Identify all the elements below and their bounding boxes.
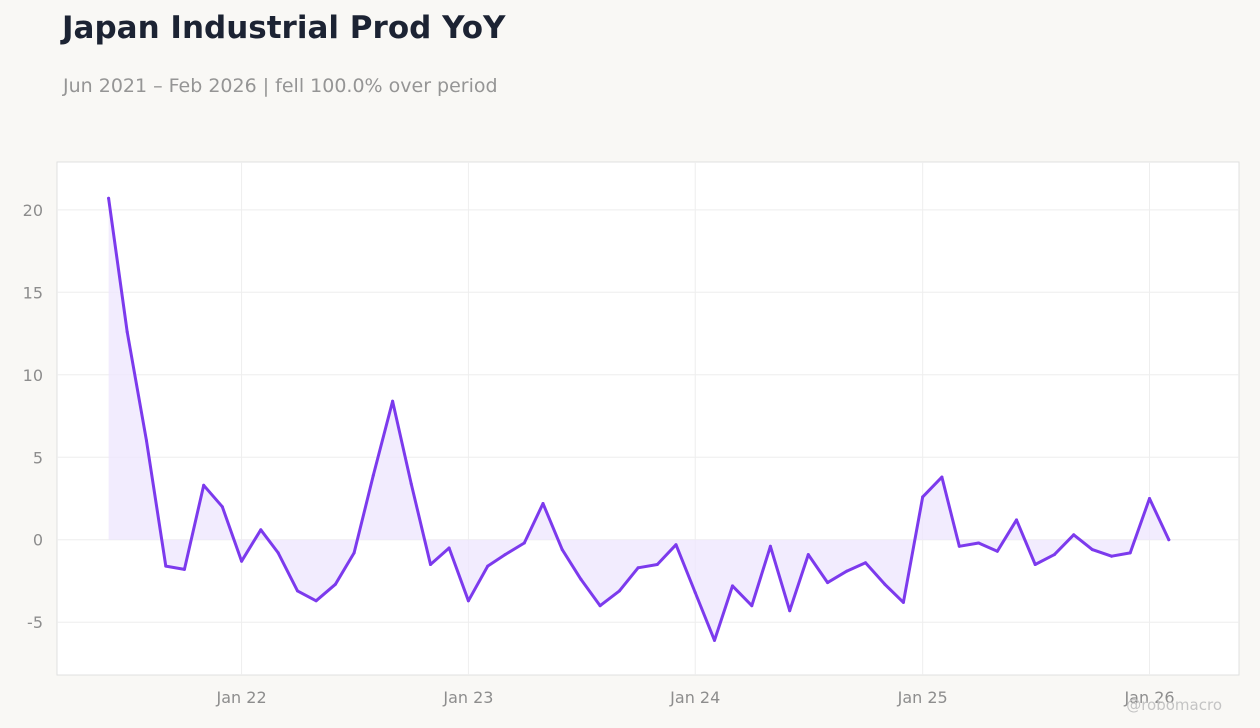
data-point: [107, 196, 111, 200]
data-point: [352, 551, 356, 555]
data-point: [1167, 538, 1171, 542]
data-point: [220, 505, 224, 509]
data-point: [560, 548, 564, 552]
x-tick-label: Jan 24: [669, 688, 720, 707]
data-point: [202, 483, 206, 487]
data-points: [107, 196, 1171, 642]
data-point: [883, 582, 887, 586]
data-point: [541, 502, 545, 505]
chart-title: Japan Industrial Prod YoY: [62, 10, 506, 46]
x-tick-label: Jan 25: [897, 688, 948, 707]
watermark: @robomacro: [1126, 696, 1222, 714]
data-point: [503, 553, 507, 557]
data-point: [1033, 563, 1037, 566]
data-point: [429, 563, 432, 566]
data-point: [391, 399, 395, 403]
data-point: [371, 473, 375, 477]
data-point: [466, 599, 470, 603]
y-tick-label: -5: [27, 613, 43, 632]
data-point: [409, 482, 413, 486]
data-point: [806, 553, 810, 557]
data-point: [182, 567, 186, 571]
data-point: [598, 604, 602, 608]
data-point: [486, 564, 490, 568]
data-point: [713, 638, 716, 642]
data-point: [655, 563, 659, 566]
y-tick-label: 20: [23, 201, 43, 220]
data-point: [845, 569, 849, 573]
data-point: [296, 589, 299, 593]
data-point: [731, 584, 734, 588]
data-point: [276, 551, 280, 555]
plot-area: [56, 161, 1240, 676]
y-tick-label: 10: [23, 366, 43, 385]
area-fill: [108, 198, 1169, 641]
data-point: [145, 439, 148, 443]
data-point: [901, 600, 905, 604]
data-point: [921, 495, 925, 499]
data-point: [522, 541, 526, 545]
data-point: [826, 581, 830, 585]
data-point: [1148, 497, 1151, 500]
data-point: [1090, 548, 1094, 552]
data-point: [617, 589, 621, 593]
data-point: [788, 609, 792, 613]
data-point: [125, 330, 129, 334]
data-point: [447, 546, 451, 550]
data-point: [579, 577, 583, 581]
y-tick-label: 0: [33, 531, 43, 550]
data-point: [636, 566, 640, 570]
data-point: [240, 559, 244, 563]
y-tick-label: 15: [23, 283, 43, 302]
x-tick-label: Jan 22: [216, 688, 267, 707]
data-point: [164, 564, 168, 568]
data-point: [995, 549, 999, 553]
data-point: [864, 561, 867, 565]
data-point: [768, 544, 772, 548]
data-point: [259, 528, 263, 532]
data-point: [674, 543, 678, 547]
chart-subtitle: Jun 2021 – Feb 2026 | fell 100.0% over p…: [63, 75, 498, 97]
data-point: [314, 599, 318, 603]
data-point: [693, 591, 697, 594]
data-point: [1128, 551, 1132, 555]
data-point: [750, 604, 754, 608]
y-tick-label: 5: [33, 448, 43, 467]
data-point: [957, 544, 961, 548]
data-point: [333, 582, 337, 586]
x-tick-label: Jan 23: [442, 688, 493, 707]
data-point: [1015, 518, 1018, 522]
data-point: [977, 541, 981, 545]
data-point: [940, 475, 944, 479]
x-tick-label: Jan 26: [1123, 688, 1174, 707]
data-point: [1110, 554, 1114, 558]
y-axis: -5 0 5 10 15 20: [23, 201, 43, 632]
x-axis: Jan 22 Jan 23 Jan 24 Jan 25 Jan 26: [216, 688, 1175, 707]
data-point: [1052, 553, 1056, 557]
data-point: [1072, 533, 1076, 537]
